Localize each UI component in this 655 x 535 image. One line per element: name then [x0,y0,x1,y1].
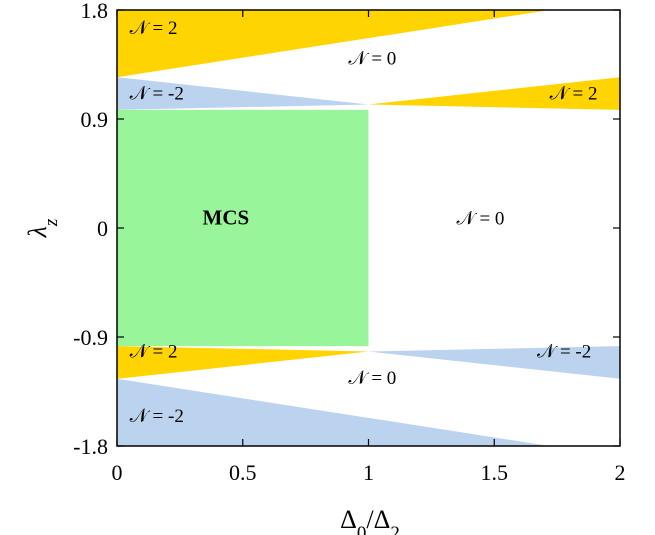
region-label-9: 𝒩 = -2 [130,406,184,427]
y-tick-label: -0.9 [73,325,108,350]
x-tick-label: 1 [363,460,374,485]
region-label-7: 𝒩 = -2 [537,342,591,363]
region-label-5: 𝒩 = 0 [457,208,505,229]
y-tick-label: 0 [97,216,108,241]
region-n-2-0 [117,10,550,78]
annotations-layer: 𝒩 = 2 𝒩 = 0 𝒩 = -2 𝒩 = 2 MCS 𝒩 = 0 𝒩 = 2 𝒩 = -2… [130,18,598,427]
region-label-3: 𝒩 = 2 [550,84,598,105]
x-tick-label: 2 [615,460,626,485]
x-tick-label: 0.5 [229,460,257,485]
region-n-minus2-6 [117,378,550,446]
y-axis-label: λz [23,218,62,238]
region-n-2-2 [368,77,620,110]
regions-layer [117,10,620,446]
y-tick-label: 0.9 [81,107,109,132]
region-n-minus2-1 [117,77,369,110]
region-label-2: 𝒩 = -2 [130,84,184,105]
region-label-4: MCS [203,205,250,229]
region-label-8: 𝒩 = 0 [348,368,396,389]
region-label-1: 𝒩 = 0 [348,49,396,70]
region-n-2-4 [117,346,369,379]
x-tick-label: 1.5 [481,460,509,485]
region-label-0: 𝒩 = 2 [130,18,178,39]
y-tick-label: 1.8 [81,0,109,23]
region-mcs-3 [117,109,369,347]
region-n-minus2-5 [368,346,620,379]
x-axis-label: Δ0/Δ2 [340,505,400,535]
region-label-6: 𝒩 = 2 [130,342,178,363]
y-tick-label: -1.8 [73,434,108,459]
ticks-layer: 0 0.5 1 1.5 2 1.8 0.9 0 -0.9 -1.8 [73,0,625,485]
x-tick-label: 0 [112,460,123,485]
